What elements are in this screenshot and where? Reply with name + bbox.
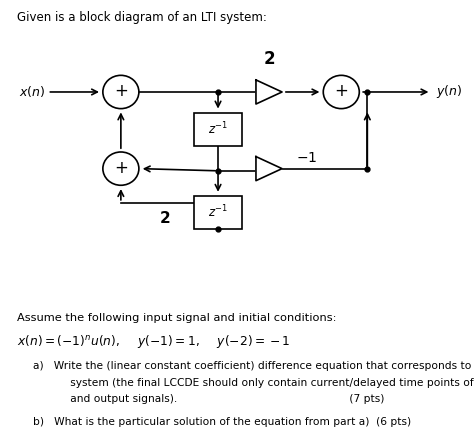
FancyBboxPatch shape <box>194 113 242 145</box>
Polygon shape <box>256 157 282 181</box>
Circle shape <box>103 75 139 109</box>
Text: $x(n)$: $x(n)$ <box>19 85 46 99</box>
Text: system (the final LCCDE should only contain current/delayed time points of input: system (the final LCCDE should only cont… <box>50 378 474 388</box>
Text: b)   What is the particular solution of the equation from part a)  (6 pts): b) What is the particular solution of th… <box>33 417 411 427</box>
Circle shape <box>103 152 139 185</box>
Text: $z^{-1}$: $z^{-1}$ <box>208 204 228 221</box>
Text: $-1$: $-1$ <box>296 151 318 165</box>
Text: +: + <box>334 82 348 100</box>
Text: 2: 2 <box>263 50 275 68</box>
Text: 2: 2 <box>159 211 170 226</box>
Text: $x(n) = (-1)^n u(n),$    $y(-1) = 1,$    $y(-2) = -1$: $x(n) = (-1)^n u(n),$ $y(-1) = 1,$ $y(-2… <box>17 333 290 350</box>
Text: a)   Write the (linear constant coefficient) difference equation that correspond: a) Write the (linear constant coefficien… <box>33 361 474 371</box>
Text: and output signals).                                                   (7 pts): and output signals). (7 pts) <box>50 394 384 404</box>
Text: $z^{-1}$: $z^{-1}$ <box>208 121 228 138</box>
Text: $y(n)$: $y(n)$ <box>436 84 463 100</box>
Text: Assume the following input signal and initial conditions:: Assume the following input signal and in… <box>17 313 336 323</box>
Circle shape <box>323 75 359 109</box>
Text: Given is a block diagram of an LTI system:: Given is a block diagram of an LTI syste… <box>17 11 266 24</box>
Polygon shape <box>256 80 282 104</box>
Text: +: + <box>114 82 128 100</box>
FancyBboxPatch shape <box>194 196 242 229</box>
Text: +: + <box>114 159 128 177</box>
